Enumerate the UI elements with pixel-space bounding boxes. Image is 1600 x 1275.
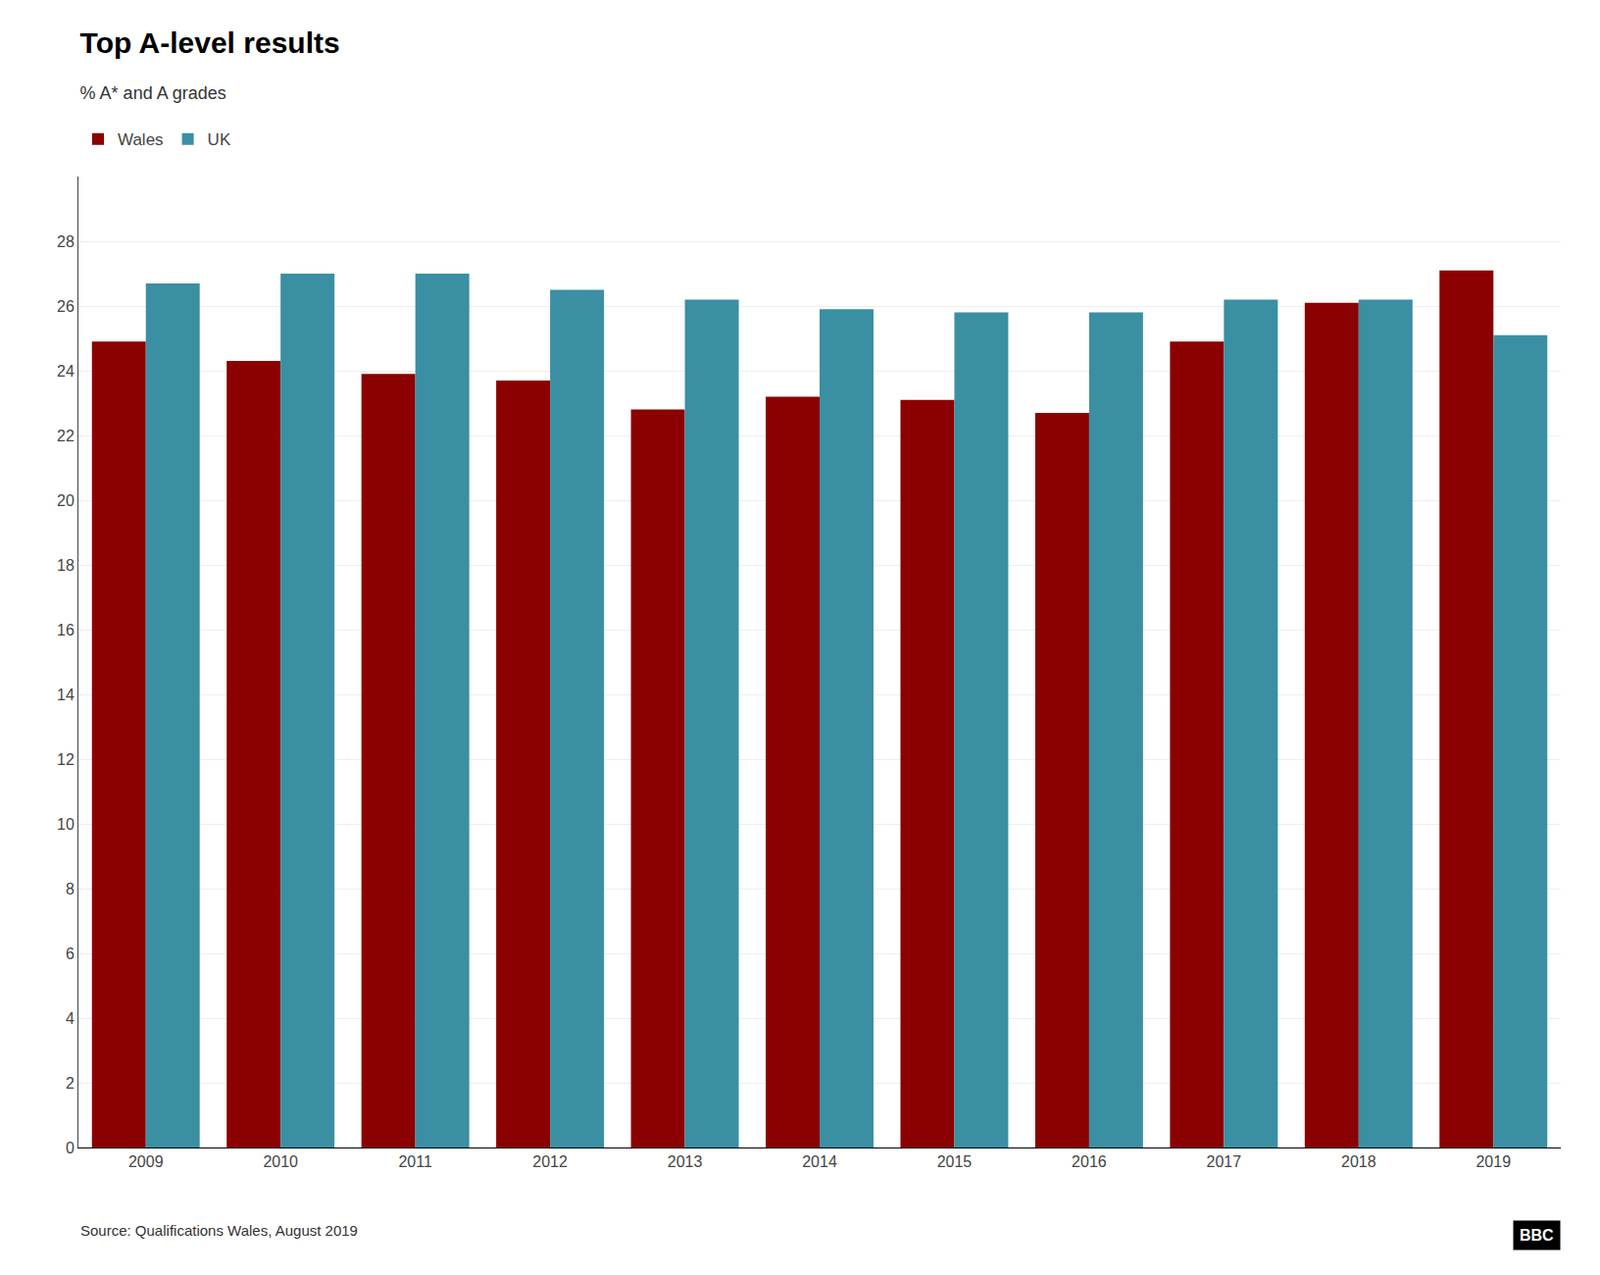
svg-text:2017: 2017: [1206, 1152, 1243, 1170]
svg-text:26: 26: [56, 298, 75, 315]
svg-text:22: 22: [56, 427, 75, 445]
svg-text:2: 2: [65, 1074, 75, 1092]
svg-text:2009: 2009: [128, 1152, 164, 1170]
svg-text:18: 18: [56, 556, 75, 574]
svg-text:Wales: Wales: [117, 130, 164, 150]
svg-text:24: 24: [56, 362, 75, 380]
svg-text:10: 10: [56, 815, 75, 833]
svg-text:BBC: BBC: [1519, 1226, 1554, 1244]
svg-text:28: 28: [56, 233, 75, 250]
svg-text:UK: UK: [207, 130, 232, 150]
svg-text:8: 8: [65, 880, 75, 898]
svg-text:20: 20: [56, 492, 75, 509]
svg-text:2016: 2016: [1071, 1152, 1107, 1170]
svg-text:2019: 2019: [1475, 1152, 1511, 1170]
svg-text:% A* and A grades: % A* and A grades: [80, 83, 227, 103]
svg-text:Top A-level results: Top A-level results: [80, 26, 341, 59]
svg-text:2018: 2018: [1341, 1152, 1377, 1170]
svg-text:14: 14: [56, 686, 75, 703]
svg-text:2014: 2014: [801, 1152, 838, 1170]
svg-text:2013: 2013: [667, 1152, 703, 1170]
svg-text:2010: 2010: [262, 1152, 299, 1170]
svg-text:2015: 2015: [937, 1152, 973, 1170]
svg-text:4: 4: [65, 1009, 75, 1027]
svg-text:Source: Qualifications Wales,: Source: Qualifications Wales, August 201…: [80, 1221, 358, 1239]
svg-text:16: 16: [56, 621, 75, 639]
svg-text:6: 6: [65, 945, 75, 962]
svg-text:2012: 2012: [532, 1152, 568, 1170]
svg-text:0: 0: [65, 1139, 75, 1156]
svg-text:12: 12: [56, 750, 75, 768]
svg-text:2011: 2011: [398, 1152, 433, 1170]
